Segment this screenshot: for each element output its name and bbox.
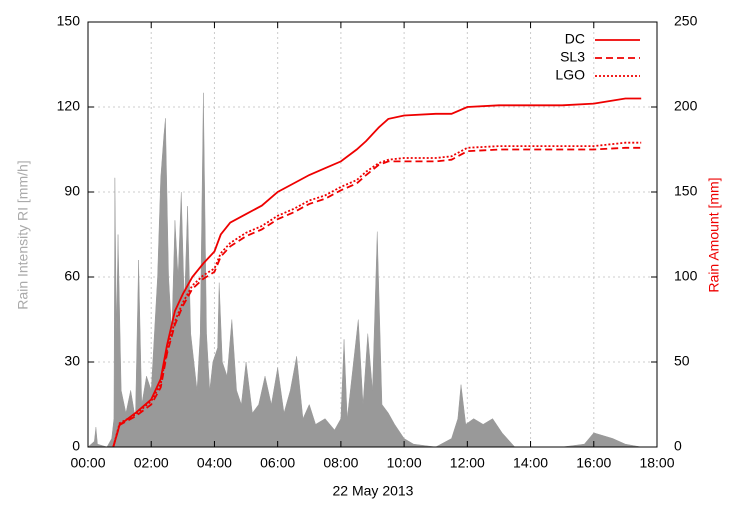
legend-label: LGO [555,67,585,83]
x-tick-label: 04:00 [197,455,232,471]
y2-tick-label: 100 [674,268,698,284]
x-tick-label: 00:00 [70,455,105,471]
y-tick-label: 0 [72,438,80,454]
x-tick-label: 02:00 [134,455,169,471]
x-tick-label: 18:00 [639,455,674,471]
x-axis-title: 22 May 2013 [333,483,414,499]
plot-frame [87,21,658,448]
y2-tick-label: 50 [674,353,690,369]
amount-line [112,141,642,448]
y-tick-label: 150 [57,13,81,29]
amount-line [112,97,642,448]
y2-tick-label: 200 [674,98,698,114]
legend-label: DC [565,31,585,47]
x-tick-label: 16:00 [576,455,611,471]
y-axis-title: Rain Intensity RI [mm/h] [15,160,31,309]
y-tick-label: 30 [64,353,80,369]
x-tick-label: 06:00 [260,455,295,471]
legend-label: SL3 [560,49,585,65]
y2-tick-label: 150 [674,183,698,199]
x-tick-label: 12:00 [450,455,485,471]
x-tick-label: 08:00 [323,455,358,471]
y2-tick-label: 250 [674,13,698,29]
y-tick-label: 90 [64,183,80,199]
y-tick-label: 60 [64,268,80,284]
x-tick-label: 10:00 [387,455,422,471]
y-tick-label: 120 [57,98,81,114]
y2-tick-label: 0 [674,438,682,454]
y2-axis-title: Rain Amount [mm] [706,177,722,292]
intensity-area [87,92,642,448]
x-tick-label: 14:00 [513,455,548,471]
